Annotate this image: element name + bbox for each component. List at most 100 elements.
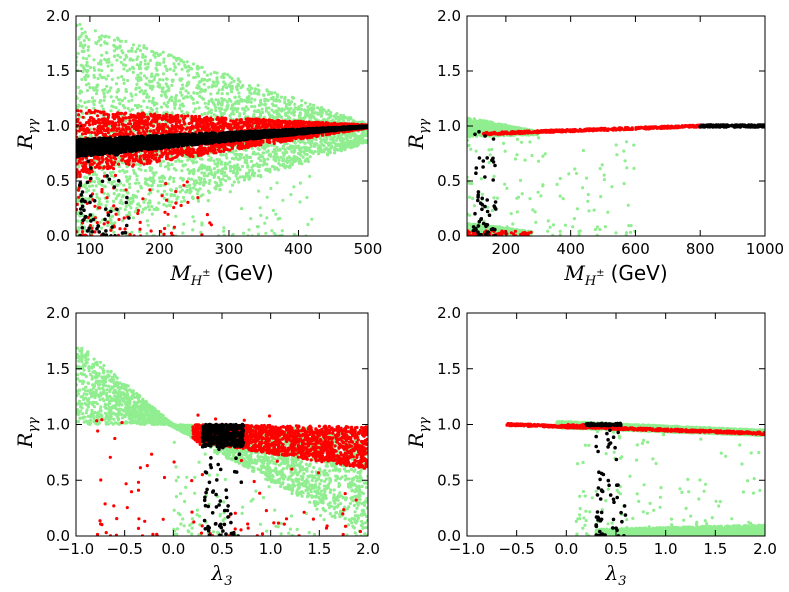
data-point: [232, 112, 236, 116]
data-point: [137, 181, 141, 185]
data-point: [188, 191, 192, 195]
data-point: [179, 176, 183, 180]
data-point: [96, 202, 101, 207]
data-point: [191, 186, 196, 190]
data-point: [275, 166, 279, 170]
data-point: [322, 144, 326, 148]
data-point: [180, 102, 184, 106]
data-point: [269, 186, 273, 191]
data-point: [338, 144, 342, 148]
data-point: [116, 76, 120, 80]
data-point: [212, 159, 216, 163]
data-point: [203, 88, 208, 92]
data-point: [301, 155, 305, 159]
data-point: [153, 75, 157, 79]
data-point: [145, 177, 149, 182]
data-point: [169, 194, 173, 198]
data-point: [353, 142, 357, 146]
data-point: [144, 119, 148, 123]
data-point: [249, 86, 254, 90]
data-point: [330, 145, 334, 150]
data-point: [219, 160, 224, 164]
data-point: [203, 70, 207, 74]
data-point: [104, 124, 108, 128]
data-point: [153, 51, 157, 55]
data-point: [189, 94, 193, 99]
data-point: [273, 123, 277, 127]
data-point: [270, 143, 274, 147]
data-point: [105, 42, 109, 46]
data-point: [273, 153, 277, 157]
data-point: [133, 103, 138, 108]
data-point: [124, 175, 128, 179]
data-point: [131, 43, 136, 47]
data-point: [124, 39, 128, 44]
data-point: [104, 34, 108, 38]
data-point: [257, 147, 261, 152]
data-point: [276, 148, 280, 152]
data-point: [161, 72, 166, 76]
data-point: [274, 233, 278, 236]
data-point: [271, 208, 275, 213]
data-point: [150, 72, 154, 76]
data-point: [95, 195, 99, 199]
data-point: [288, 165, 292, 169]
data-point: [128, 67, 132, 71]
data-point: [270, 91, 274, 95]
data-point: [173, 96, 177, 100]
data-point: [225, 100, 229, 104]
data-point: [285, 159, 289, 163]
data-point: [154, 66, 158, 70]
data-point: [112, 192, 116, 196]
data-point: [117, 98, 121, 102]
data-point: [200, 89, 204, 93]
data-point: [319, 106, 324, 110]
data-point: [207, 158, 211, 162]
data-point: [228, 75, 232, 79]
data-point: [277, 161, 281, 165]
data-point: [191, 228, 195, 232]
data-point: [142, 153, 146, 158]
data-point: [121, 131, 125, 136]
data-point: [126, 78, 130, 83]
data-point: [122, 81, 126, 85]
data-point: [222, 229, 226, 233]
data-point: [118, 55, 122, 59]
data-point: [79, 109, 83, 113]
data-point: [103, 185, 107, 189]
data-point: [128, 185, 132, 190]
data-point: [209, 111, 213, 115]
data-point: [116, 53, 120, 57]
data-point: [168, 98, 172, 102]
data-point: [87, 54, 91, 58]
data-point: [135, 57, 139, 62]
data-point: [306, 222, 310, 227]
data-point: [92, 188, 96, 192]
data-point: [278, 99, 282, 103]
data-point: [224, 152, 228, 156]
data-point: [270, 114, 274, 118]
data-point: [202, 180, 206, 184]
data-point: [316, 112, 320, 116]
data-point: [118, 101, 122, 105]
data-point: [220, 116, 224, 120]
data-point: [176, 195, 180, 199]
data-point: [218, 145, 222, 149]
data-point: [147, 131, 151, 135]
data-point: [150, 87, 154, 91]
data-point: [148, 176, 152, 180]
data-point: [173, 194, 177, 198]
data-point: [102, 95, 107, 99]
data-point: [250, 165, 254, 169]
data-point: [233, 95, 237, 99]
data-point: [140, 210, 144, 214]
data-point: [264, 231, 268, 235]
data-point: [229, 87, 233, 91]
data-point: [325, 137, 329, 141]
data-point: [81, 56, 85, 60]
data-point: [220, 87, 224, 91]
data-point: [153, 101, 157, 105]
data-point: [80, 31, 84, 36]
data-point: [200, 157, 204, 161]
data-point: [136, 112, 140, 116]
